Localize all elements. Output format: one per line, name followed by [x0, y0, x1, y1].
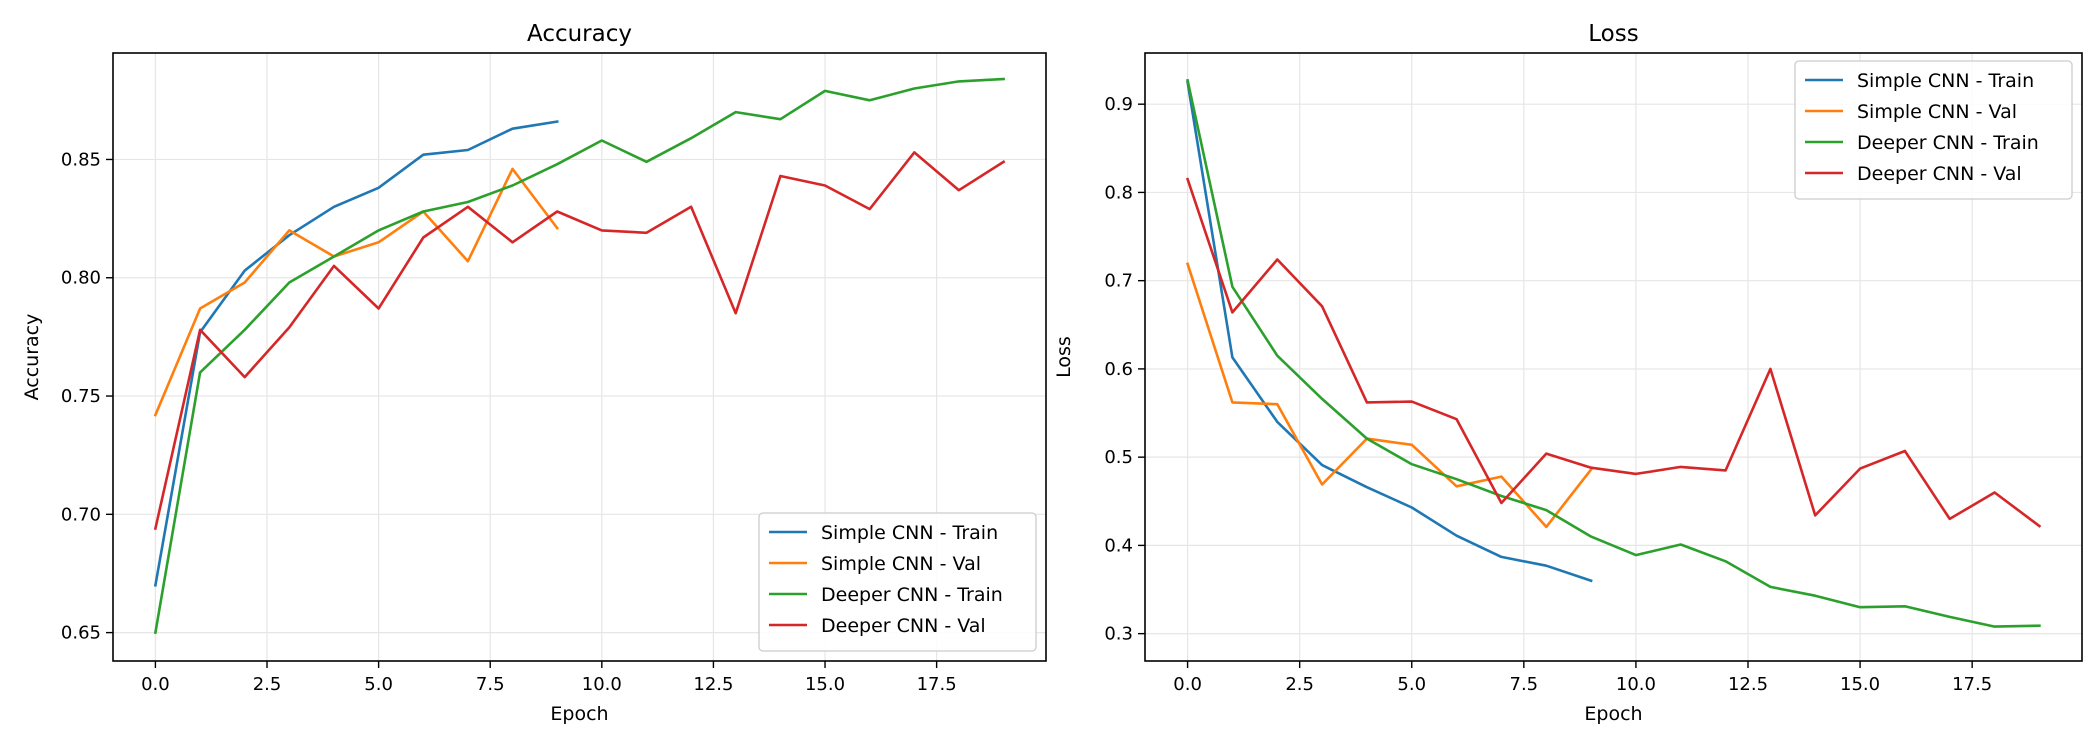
legend-box: [758, 512, 1037, 652]
series-line-simple-cnn-train: [1186, 80, 1593, 583]
y-axis-ticks: 0.3 0.4 0.5 0.6 0.7 0.8 0.9: [1104, 94, 1145, 645]
y-tick-label: 0.85: [61, 149, 101, 170]
x-tick-label: 2.5: [253, 674, 282, 695]
y-tick-label: 0.7: [1104, 271, 1133, 292]
series-line-simple-cnn-train: [153, 120, 559, 587]
series-line-deeper-cnn-val: [153, 151, 1006, 531]
legend-label-deeper-cnn-train: Deeper CNN - Train: [821, 584, 1003, 606]
y-axis-ticks: 0.65 0.70 0.75 0.80 0.85: [61, 149, 113, 644]
x-axis-ticks: 0.0 2.5 5.0 7.5 10.0 12.5 15.0 17.5: [1173, 661, 1992, 695]
series-line-deeper-cnn-train: [153, 77, 1005, 635]
y-axis-label: Accuracy: [21, 314, 43, 401]
y-axis-label: Loss: [1053, 336, 1075, 378]
chart-title: Loss: [1588, 21, 1638, 47]
x-tick-label: 0.0: [1173, 674, 1202, 695]
loss-subplot: 0.0 2.5 5.0 7.5 10.0 12.5 15.0 17.5 0.3 0.4 0.5 0.6…: [1053, 21, 2083, 725]
legend-label-deeper-cnn-val: Deeper CNN - Val: [1857, 163, 2022, 185]
x-tick-label: 7.5: [1510, 674, 1539, 695]
chart-title: Accuracy: [527, 21, 632, 47]
y-tick-label: 0.9: [1104, 94, 1133, 115]
x-tick-label: 12.5: [1728, 674, 1768, 695]
x-tick-label: 17.5: [1952, 674, 1992, 695]
y-tick-label: 0.75: [61, 386, 101, 407]
x-tick-label: 15.0: [805, 674, 845, 695]
x-axis-ticks: 0.0 2.5 5.0 7.5 10.0 12.5 15.0 17.5: [141, 661, 957, 695]
legend-label-simple-cnn-train: Simple CNN - Train: [821, 522, 998, 544]
x-tick-label: 2.5: [1285, 674, 1314, 695]
legend-label-simple-cnn-val: Simple CNN - Val: [821, 553, 981, 575]
x-tick-label: 5.0: [1397, 674, 1426, 695]
legend-box: [1794, 60, 2073, 200]
y-tick-label: 0.65: [61, 623, 101, 644]
y-tick-label: 0.5: [1104, 447, 1133, 468]
x-tick-label: 17.5: [917, 674, 957, 695]
legend: Simple CNN - Train Simple CNN - Val Deeper…: [758, 512, 1037, 652]
accuracy-subplot: 0.0 2.5 5.0 7.5 10.0 12.5 15.0 17.5 0.65 0.70 0.75…: [21, 21, 1047, 725]
legend-label-deeper-cnn-train: Deeper CNN - Train: [1857, 132, 2039, 154]
y-tick-label: 0.80: [61, 268, 101, 289]
x-tick-label: 15.0: [1840, 674, 1880, 695]
y-tick-label: 0.3: [1104, 624, 1133, 645]
y-tick-label: 0.70: [61, 504, 101, 525]
legend-label-simple-cnn-val: Simple CNN - Val: [1857, 101, 2017, 123]
series-line-simple-cnn-val: [153, 167, 560, 417]
legend: Simple CNN - Train Simple CNN - Val Deeper…: [1794, 60, 2073, 200]
y-tick-label: 0.6: [1104, 359, 1133, 380]
x-tick-label: 0.0: [141, 674, 170, 695]
x-axis-label: Epoch: [1584, 703, 1642, 725]
x-tick-label: 5.0: [364, 674, 393, 695]
series-lines: [153, 77, 1006, 635]
y-tick-label: 0.4: [1104, 535, 1133, 556]
series-line-deeper-cnn-train: [1186, 78, 2041, 628]
legend-label-simple-cnn-train: Simple CNN - Train: [1857, 70, 2034, 92]
x-tick-label: 12.5: [693, 674, 733, 695]
x-tick-label: 10.0: [582, 674, 622, 695]
axes-frame: [112, 52, 1047, 662]
x-tick-label: 10.0: [1616, 674, 1656, 695]
series-lines: [1185, 78, 2042, 628]
legend-label-deeper-cnn-val: Deeper CNN - Val: [821, 615, 986, 637]
series-line-deeper-cnn-val: [1185, 177, 2042, 528]
x-axis-label: Epoch: [550, 703, 608, 725]
grid-lines: [1145, 53, 2082, 661]
x-tick-label: 7.5: [476, 674, 505, 695]
axes-frame: [1144, 52, 2083, 662]
y-tick-label: 0.8: [1104, 182, 1133, 203]
